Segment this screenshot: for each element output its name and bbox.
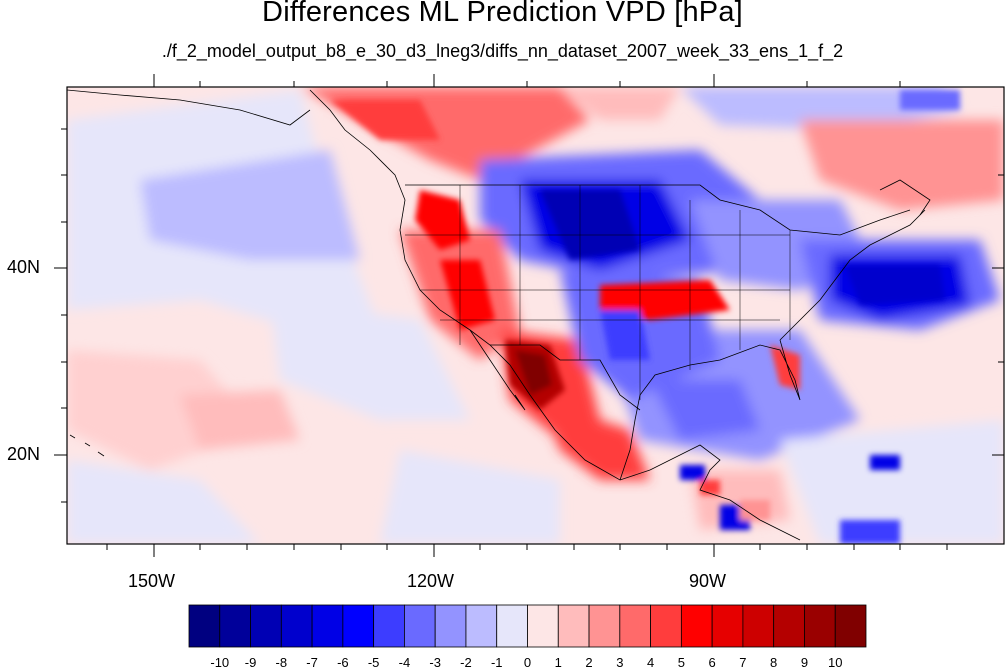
colorbar-swatch [219, 604, 251, 648]
colorbar-swatch [373, 604, 405, 648]
colorbar-label: 2 [585, 655, 593, 670]
colorbar-label: -3 [429, 655, 441, 670]
colorbar-label: 9 [800, 655, 809, 670]
colorbar-swatch [342, 604, 375, 648]
map-title: Differences ML Prediction VPD [hPa] [262, 0, 743, 28]
colorbar-label: -10 [210, 655, 230, 670]
colorbar-swatch [834, 604, 867, 648]
map-subtitle: ./f_2_model_output_b8_e_30_d3_lneg3/diff… [161, 41, 844, 61]
colorbar-swatch [588, 604, 621, 648]
colorbar-label: 3 [616, 655, 624, 670]
lon-tick-label: 90W [689, 571, 727, 591]
lat-tick-label: 40N [7, 257, 41, 277]
colorbar-swatch [711, 604, 744, 648]
colorbar-label: -6 [337, 655, 349, 670]
lat-tick-label: 20N [7, 444, 41, 464]
colorbar-swatch [557, 604, 590, 648]
colorbar-label: 5 [677, 655, 685, 670]
colorbar-swatch [496, 604, 528, 648]
coastlines [67, 89, 931, 541]
colorbar-label: 4 [646, 655, 655, 670]
colorbar-swatch [773, 604, 805, 648]
state-borders [405, 185, 791, 400]
vpd-difference-field [67, 87, 1004, 544]
colorbar [188, 604, 867, 648]
colorbar-swatch [465, 604, 498, 648]
colorbar-label: -8 [275, 655, 288, 670]
colorbar-swatch [280, 604, 313, 648]
colorbar-swatch [434, 604, 467, 648]
colorbar-swatch [680, 604, 713, 648]
lon-tick-label: 150W [128, 571, 176, 591]
colorbar-label: 10 [827, 655, 843, 670]
colorbar-swatch [250, 604, 282, 648]
colorbar-label: -1 [490, 655, 503, 670]
colorbar-swatch [650, 604, 682, 648]
axis-ticks [54, 74, 1004, 557]
colorbar-label: -7 [306, 655, 318, 670]
colorbar-swatch [311, 604, 344, 648]
colorbar-swatch [742, 604, 775, 648]
colorbar-label: 8 [770, 655, 778, 670]
colorbar-swatch [527, 604, 559, 648]
colorbar-label: 6 [708, 655, 716, 670]
lon-tick-label: 120W [407, 571, 455, 591]
colorbar-swatch [404, 604, 436, 648]
colorbar-swatch [188, 604, 221, 648]
colorbar-label: -4 [398, 655, 411, 670]
colorbar-label: -9 [244, 655, 257, 670]
colorbar-label: -2 [460, 655, 472, 670]
colorbar-label: 1 [554, 655, 562, 670]
colorbar-label: 7 [739, 655, 747, 670]
colorbar-swatch [619, 604, 651, 648]
colorbar-label: 0 [523, 655, 532, 670]
colorbar-label: -5 [367, 655, 380, 670]
colorbar-swatch [804, 604, 836, 648]
